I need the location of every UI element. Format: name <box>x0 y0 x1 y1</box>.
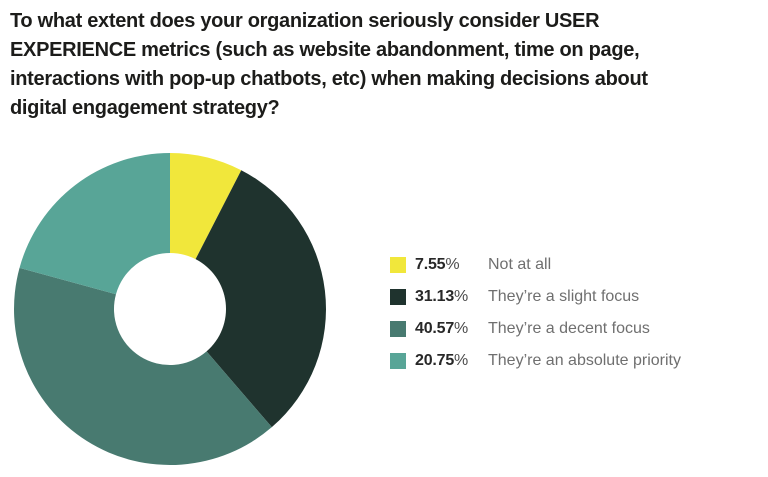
legend-value: 7.55% <box>415 256 460 273</box>
legend-label: They’re a decent focus <box>488 320 650 337</box>
legend: 7.55% Not at all 31.13% They’re a slight fo… <box>390 255 681 371</box>
legend-label: They’re a slight focus <box>488 288 640 305</box>
title-line: To what extent does your organization se… <box>10 10 600 32</box>
donut-slice-1 <box>170 153 242 260</box>
legend-value: 31.13% <box>415 288 469 305</box>
legend-swatch <box>390 321 406 337</box>
donut-slice-2 <box>195 170 326 428</box>
donut-chart <box>14 153 326 465</box>
legend-value: 40.57% <box>415 320 469 337</box>
legend-label: They’re an absolute priority <box>488 352 681 369</box>
title-line: EXPERIENCE metrics (such as website aban… <box>10 39 640 61</box>
legend-value: 20.75% <box>415 352 469 369</box>
legend-swatch <box>390 289 406 305</box>
title-line: interactions with pop-up chatbots, etc) … <box>10 68 648 90</box>
legend-swatch <box>390 353 406 369</box>
title-line: digital engagement strategy? <box>10 97 280 119</box>
legend-label: Not at all <box>488 256 552 273</box>
question-title: To what extent does your organization se… <box>10 7 648 123</box>
legend-item: 40.57% They’re a decent focus <box>390 319 681 339</box>
legend-item: 7.55% Not at all <box>390 255 681 275</box>
donut-slice-4 <box>19 153 170 295</box>
donut-slice-3 <box>14 267 272 465</box>
legend-swatch <box>390 257 406 273</box>
legend-item: 31.13% They’re a slight focus <box>390 287 681 307</box>
legend-item: 20.75% They’re an absolute priority <box>390 351 681 371</box>
